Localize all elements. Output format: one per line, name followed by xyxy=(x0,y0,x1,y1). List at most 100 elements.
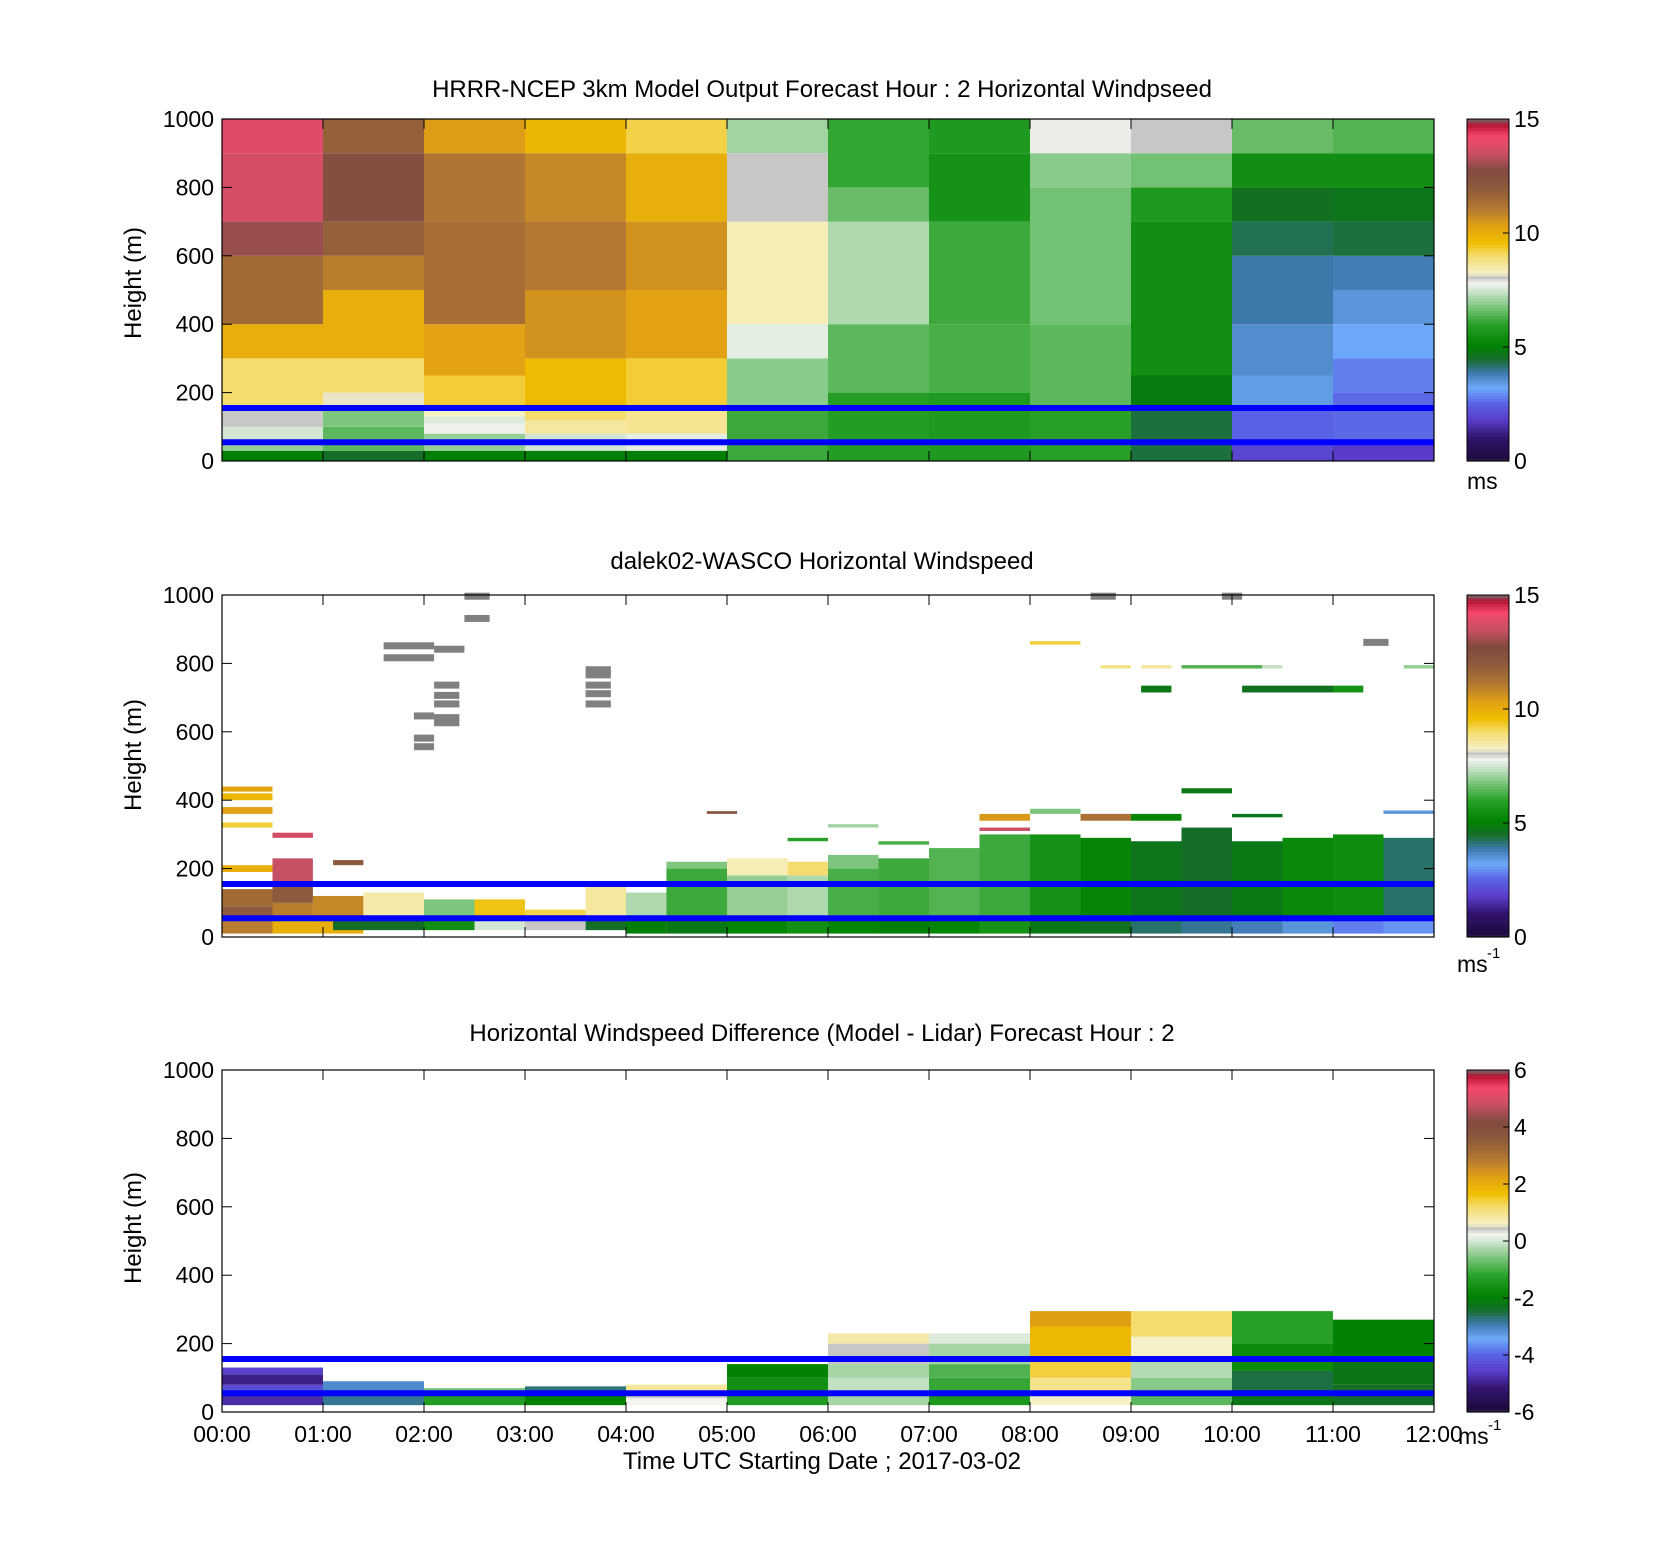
colorbar-segment xyxy=(1467,794,1509,798)
colorbar-segment xyxy=(1467,620,1509,625)
colorbar-segment xyxy=(1467,768,1509,773)
colorbar-segment xyxy=(1467,415,1509,419)
colorbar-segment xyxy=(1467,902,1509,907)
colorbar-segment xyxy=(1467,452,1509,456)
panel-title: HRRR-NCEP 3km Model Output Forecast Hour… xyxy=(432,76,1212,103)
colorbar-segment xyxy=(1467,680,1509,684)
colorbar-segment xyxy=(1467,706,1509,710)
colorbar-segment xyxy=(1467,1369,1509,1373)
heatmap-cell xyxy=(1030,187,1131,325)
gray-mark xyxy=(383,654,435,662)
colorbar-segment xyxy=(1467,1306,1509,1310)
colorbar-segment xyxy=(1467,934,1509,938)
colorbar-segment xyxy=(1467,443,1509,448)
heatmap-cell xyxy=(222,1367,323,1375)
colorbar-segment xyxy=(1467,252,1509,257)
gray-mark xyxy=(1090,592,1116,600)
heatmap-cell xyxy=(1333,290,1434,325)
x-tick-label: 02:00 xyxy=(395,1421,453,1447)
colorbar-segment xyxy=(1467,760,1509,764)
colorbar-segment xyxy=(1467,1138,1509,1142)
colorbar-segment xyxy=(1467,119,1509,123)
colorbar-tick-label: 0 xyxy=(1514,1228,1527,1254)
colorbar-segment xyxy=(1467,626,1509,630)
colorbar-segment xyxy=(1467,1124,1509,1128)
heatmap-cell xyxy=(1232,255,1333,325)
heatmap-cell xyxy=(585,885,626,917)
colorbar-segment xyxy=(1467,372,1509,377)
heatmap-cell xyxy=(525,119,626,154)
colorbar-segment xyxy=(1467,1366,1509,1370)
colorbar-segment xyxy=(1467,652,1509,656)
gray-mark xyxy=(464,592,490,600)
colorbar-segment xyxy=(1467,270,1509,274)
colorbar-segment xyxy=(1467,1298,1509,1302)
heatmap-cell xyxy=(727,324,828,359)
heatmap-cell xyxy=(323,358,424,393)
colorbar-segment xyxy=(1467,364,1509,368)
colorbar-segment xyxy=(1467,1380,1509,1385)
heatmap-cell xyxy=(828,324,929,393)
panel-model-output: HRRR-NCEP 3km Model Output Forecast Hour… xyxy=(120,76,1540,494)
colorbar-segment xyxy=(1467,321,1509,325)
colorbar-segment xyxy=(1467,193,1509,197)
colorbar-segment xyxy=(1467,441,1509,445)
heatmap-cell xyxy=(323,1394,424,1406)
heatmap-cell xyxy=(1131,1311,1232,1337)
colorbar-segment xyxy=(1467,255,1509,260)
heatmap-cell xyxy=(525,1394,626,1406)
colorbar-segment xyxy=(1467,654,1509,659)
colorbar-segment xyxy=(1467,868,1509,873)
colorbar-tick-label: 15 xyxy=(1514,106,1540,132)
colorbar-segment xyxy=(1467,1104,1509,1108)
colorbar-segment xyxy=(1467,347,1509,351)
heatmap-cell xyxy=(424,899,475,917)
heatmap-cell xyxy=(424,416,525,424)
colorbar-segment xyxy=(1467,227,1509,231)
heatmap-cell xyxy=(333,860,364,866)
y-tick-label: 600 xyxy=(176,719,214,745)
colorbar-segment xyxy=(1467,629,1509,633)
heatmap-cell xyxy=(333,919,424,931)
colorbar-segment xyxy=(1467,406,1509,411)
colorbar-segment xyxy=(1467,121,1509,126)
colorbar-segment xyxy=(1467,230,1509,234)
heatmap-cell xyxy=(1333,119,1434,154)
colorbar-segment xyxy=(1467,1129,1509,1134)
colorbar-segment xyxy=(1467,1158,1509,1162)
colorbar-segment xyxy=(1467,449,1509,454)
heatmap-cell xyxy=(626,290,727,359)
colorbar-segment xyxy=(1467,278,1509,283)
gray-mark xyxy=(434,714,460,722)
heatmap-cell xyxy=(1333,358,1434,393)
colorbar-segment xyxy=(1467,298,1509,302)
colorbar-segment xyxy=(1467,301,1509,305)
colorbar-segment xyxy=(1467,349,1509,354)
x-tick-label: 05:00 xyxy=(698,1421,756,1447)
colorbar-tick-label: 15 xyxy=(1514,582,1540,608)
heatmap-cell xyxy=(666,861,727,869)
y-tick-label: 600 xyxy=(176,1194,214,1220)
colorbar-segment xyxy=(1467,1186,1509,1191)
heatmap-cell xyxy=(323,290,424,359)
gray-mark xyxy=(434,645,465,653)
heatmap-cell xyxy=(222,793,273,801)
gray-mark xyxy=(585,690,611,698)
heatmap-cell xyxy=(929,324,1030,393)
heatmap-cell xyxy=(525,909,586,917)
heatmap-cell xyxy=(1131,1360,1232,1378)
colorbar-segment xyxy=(1467,324,1509,328)
colorbar-segment xyxy=(1467,1132,1509,1137)
colorbar-segment xyxy=(1467,780,1509,784)
panel-difference: Horizontal Windspeed Difference (Model -… xyxy=(120,1020,1535,1475)
colorbar-segment xyxy=(1467,905,1509,910)
colorbar-segment xyxy=(1467,899,1509,904)
heatmap-cell xyxy=(525,290,626,359)
colorbar-segment xyxy=(1467,1289,1509,1293)
colorbar-segment xyxy=(1467,1275,1509,1279)
heatmap-cell xyxy=(727,1364,828,1378)
colorbar-segment xyxy=(1467,774,1509,778)
colorbar-segment xyxy=(1467,1394,1509,1399)
gray-mark xyxy=(434,691,460,699)
colorbar-segment xyxy=(1467,911,1509,915)
